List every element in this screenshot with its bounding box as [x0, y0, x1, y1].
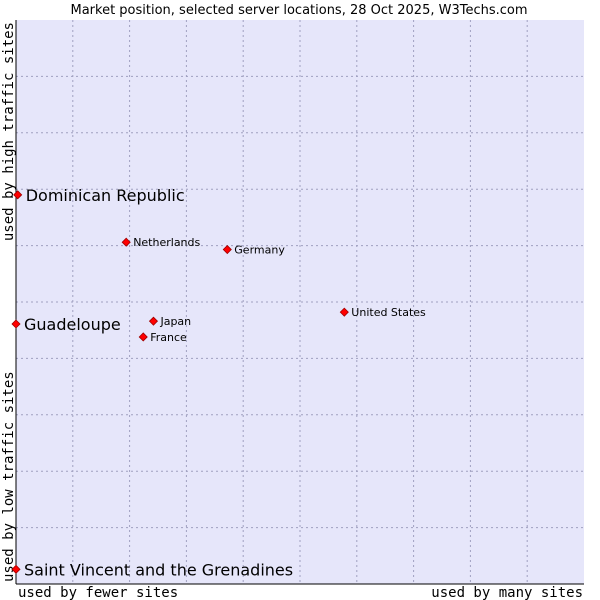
- label-germany: Germany: [234, 244, 285, 257]
- x-axis-label-left: used by fewer sites: [18, 585, 178, 600]
- data-points: Dominican Republic Guadeloupe Saint Vincen…: [11, 186, 426, 579]
- label-dominican-republic: Dominican Republic: [26, 186, 185, 205]
- label-japan: Japan: [159, 315, 191, 328]
- label-france: France: [150, 331, 187, 344]
- marker-japan: [148, 316, 159, 326]
- marker-france: [138, 332, 148, 342]
- label-saint-vincent-and-the-grenadines: Saint Vincent and the Grenadines: [24, 560, 293, 579]
- grid-lines: [16, 20, 584, 584]
- marker-netherlands: [121, 237, 131, 247]
- marker-guadeloupe: [11, 319, 21, 329]
- marker-saint-vincent-and-the-grenadines: [11, 564, 21, 574]
- label-guadeloupe: Guadeloupe: [24, 315, 121, 334]
- y-axis-label-bottom: used by low traffic sites: [1, 371, 17, 582]
- y-axis-label-top: used by high traffic sites: [1, 22, 17, 241]
- marker-dominican-republic: [13, 190, 23, 200]
- marker-germany: [222, 244, 232, 255]
- label-united-states: United States: [351, 306, 426, 319]
- x-axis-label-right: used by many sites: [431, 585, 583, 600]
- marker-united-states: [339, 307, 349, 317]
- label-netherlands: Netherlands: [133, 236, 200, 249]
- chart-title: Market position, selected server locatio…: [70, 3, 527, 18]
